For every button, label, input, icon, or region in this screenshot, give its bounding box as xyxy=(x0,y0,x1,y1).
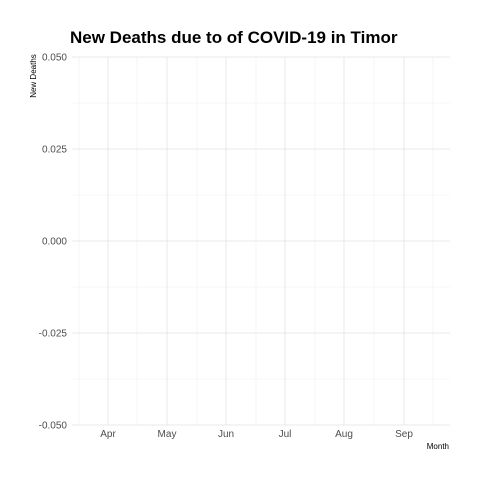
y-tick-label: -0.050 xyxy=(39,421,68,432)
x-tick-label: May xyxy=(158,429,177,440)
y-axis-label: New Deaths xyxy=(29,54,38,98)
x-axis-label: Month xyxy=(427,442,449,451)
y-tick-label: 0.050 xyxy=(42,53,67,64)
x-tick-label: Aug xyxy=(335,429,353,440)
tick-labels: 0.050 0.025 0.000 -0.025 -0.050 Apr May Jun Jul A… xyxy=(39,53,414,441)
x-tick-label: Jul xyxy=(279,429,292,440)
y-tick-label: 0.000 xyxy=(42,237,67,248)
grid xyxy=(72,56,450,426)
x-tick-label: Sep xyxy=(395,429,413,440)
x-tick-label: Jun xyxy=(218,429,234,440)
x-tick-label: Apr xyxy=(100,429,116,440)
y-tick-label: 0.025 xyxy=(42,145,67,156)
y-tick-label: -0.025 xyxy=(39,329,68,340)
chart-title: New Deaths due to of COVID-19 in Timor xyxy=(70,28,398,47)
